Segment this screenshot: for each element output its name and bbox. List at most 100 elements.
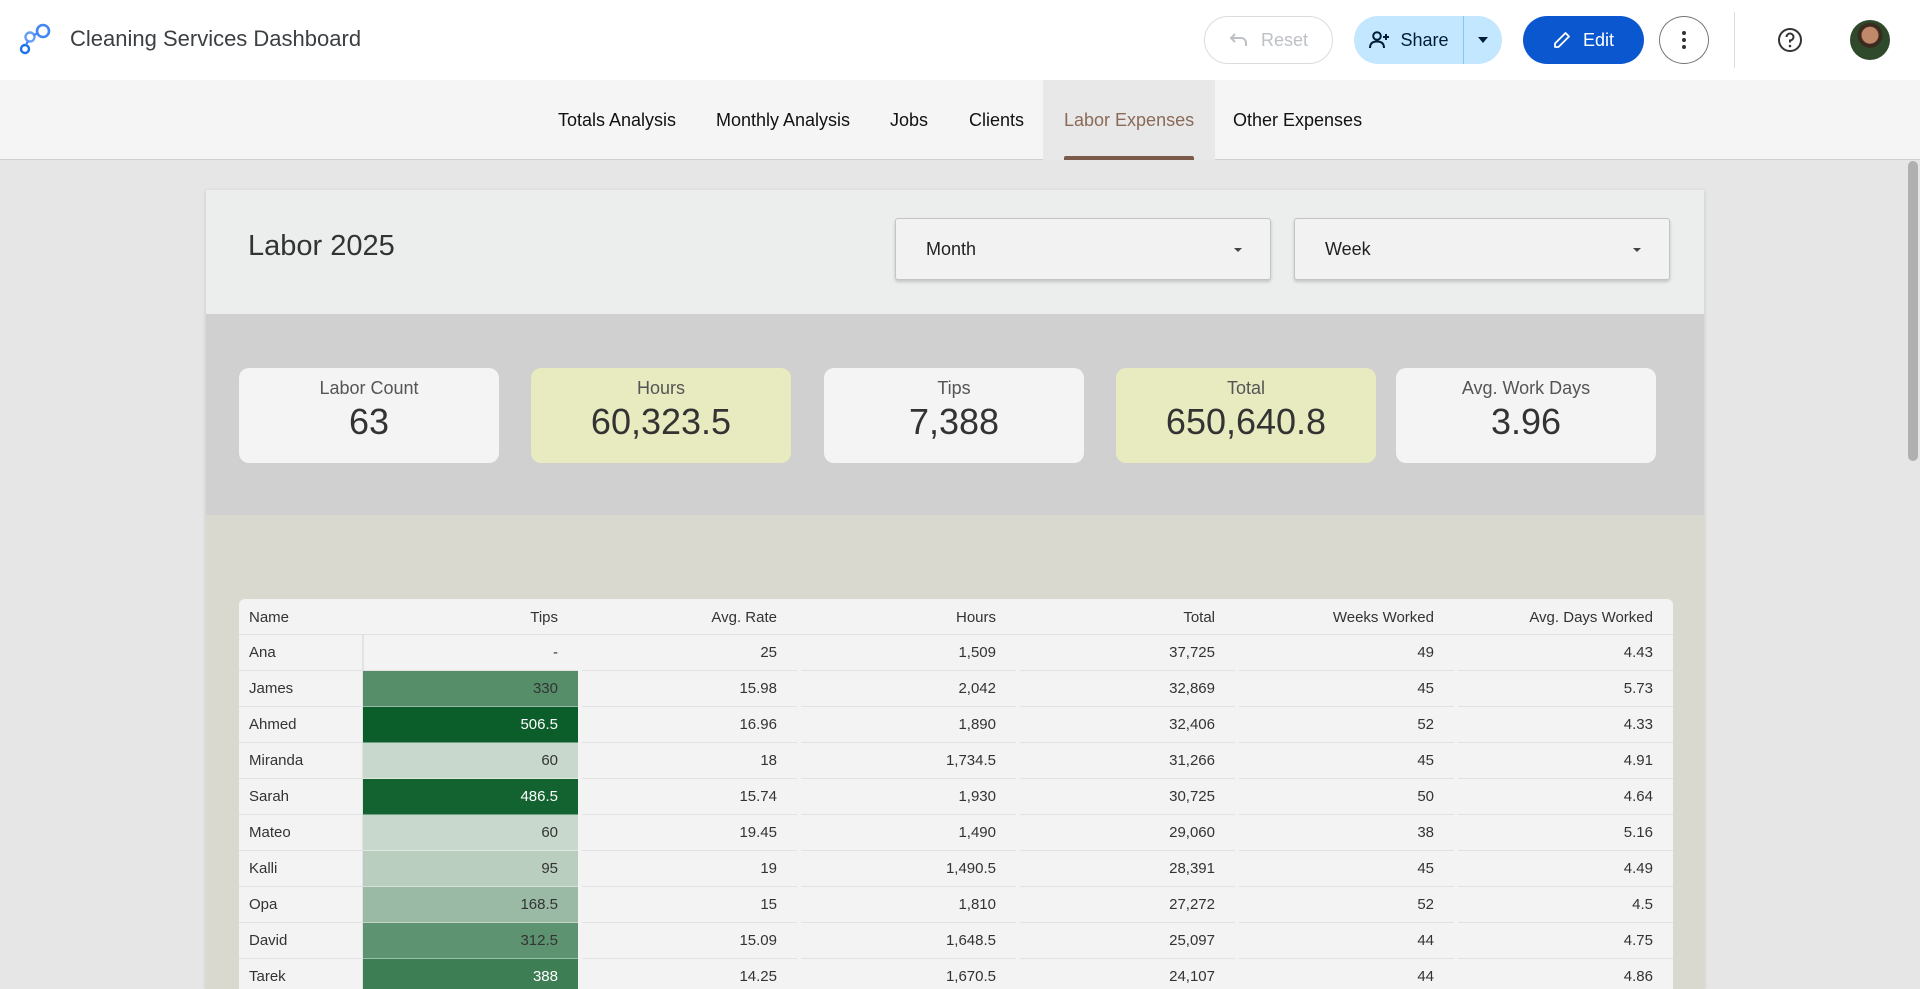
- cell-avg-rate: 15.74: [582, 779, 797, 815]
- table-row[interactable]: David 312.5 15.09 1,648.5 25,097 44 4.75: [239, 923, 1673, 959]
- labor-table-section: Name Tips Avg. Rate Hours Total Weeks Wo…: [206, 515, 1704, 989]
- cell-tips: 330: [363, 671, 578, 707]
- cell-avg-rate: 18: [582, 743, 797, 779]
- cell-hours: 1,490.5: [801, 851, 1016, 887]
- vertical-scrollbar[interactable]: [1908, 161, 1918, 461]
- table-header: Name Tips Avg. Rate Hours Total Weeks Wo…: [239, 599, 1673, 635]
- cell-total: 30,725: [1020, 779, 1235, 815]
- column-header-avg-days-worked[interactable]: Avg. Days Worked: [1458, 599, 1673, 635]
- table-row[interactable]: Miranda 60 18 1,734.5 31,266 45 4.91: [239, 743, 1673, 779]
- tab-labor-expenses[interactable]: Labor Expenses: [1043, 80, 1215, 160]
- column-header-avg-rate[interactable]: Avg. Rate: [582, 599, 797, 635]
- cell-avg-days-worked: 4.5: [1458, 887, 1673, 923]
- caret-down-icon: [1633, 248, 1641, 252]
- cell-avg-days-worked: 4.43: [1458, 635, 1673, 671]
- cell-tips: 388: [363, 959, 578, 989]
- add-person-icon: [1368, 31, 1390, 49]
- table-row[interactable]: Sarah 486.5 15.74 1,930 30,725 50 4.64: [239, 779, 1673, 815]
- table-row[interactable]: Ahmed 506.5 16.96 1,890 32,406 52 4.33: [239, 707, 1673, 743]
- scorecard-hours: Hours 60,323.5: [531, 368, 791, 463]
- table-row[interactable]: Opa 168.5 15 1,810 27,272 52 4.5: [239, 887, 1673, 923]
- cell-name: David: [239, 923, 363, 959]
- cell-tips: 506.5: [363, 707, 578, 743]
- scorecard-label: Avg. Work Days: [1396, 378, 1656, 399]
- share-dropdown-button[interactable]: [1464, 16, 1502, 64]
- cell-avg-days-worked: 4.49: [1458, 851, 1673, 887]
- table-row[interactable]: Mateo 60 19.45 1,490 29,060 38 5.16: [239, 815, 1673, 851]
- cell-tips: -: [363, 635, 578, 671]
- edit-button[interactable]: Edit: [1523, 16, 1644, 64]
- caret-down-icon: [1234, 248, 1242, 252]
- cell-name: Ana: [239, 635, 363, 671]
- cell-weeks-worked: 44: [1239, 923, 1454, 959]
- table-row[interactable]: Kalli 95 19 1,490.5 28,391 45 4.49: [239, 851, 1673, 887]
- cell-weeks-worked: 44: [1239, 959, 1454, 989]
- cell-name: Miranda: [239, 743, 363, 779]
- reset-button[interactable]: Reset: [1204, 16, 1333, 64]
- cell-total: 31,266: [1020, 743, 1235, 779]
- scorecard-label: Hours: [531, 378, 791, 399]
- tab-jobs[interactable]: Jobs: [869, 80, 949, 160]
- cell-name: Ahmed: [239, 707, 363, 743]
- cell-weeks-worked: 38: [1239, 815, 1454, 851]
- pencil-icon: [1553, 31, 1571, 49]
- cell-total: 27,272: [1020, 887, 1235, 923]
- cell-hours: 1,509: [801, 635, 1016, 671]
- month-filter-label: Month: [926, 239, 976, 260]
- reset-button-label: Reset: [1261, 30, 1308, 51]
- tab-other-expenses[interactable]: Other Expenses: [1212, 80, 1383, 160]
- cell-tips: 486.5: [363, 779, 578, 815]
- cell-name: Sarah: [239, 779, 363, 815]
- table-row[interactable]: Ana -25 1,509 37,725 49 4.43: [239, 635, 1673, 671]
- week-filter-label: Week: [1325, 239, 1371, 260]
- cell-avg-rate: 25: [582, 635, 797, 671]
- scorecard-label: Labor Count: [239, 378, 499, 399]
- cell-weeks-worked: 49: [1239, 635, 1454, 671]
- labor-table: Name Tips Avg. Rate Hours Total Weeks Wo…: [239, 599, 1673, 989]
- scorecard-labor-count: Labor Count 63: [239, 368, 499, 463]
- edit-button-label: Edit: [1583, 30, 1614, 51]
- avatar[interactable]: [1850, 20, 1890, 60]
- page-title: Labor 2025: [248, 230, 395, 263]
- column-header-hours[interactable]: Hours: [801, 599, 1016, 635]
- cell-total: 25,097: [1020, 923, 1235, 959]
- scorecard-value: 650,640.8: [1116, 401, 1376, 443]
- cell-tips: 95: [363, 851, 578, 887]
- scorecard-label: Tips: [824, 378, 1084, 399]
- cell-weeks-worked: 52: [1239, 707, 1454, 743]
- month-filter-dropdown[interactable]: Month: [895, 218, 1271, 280]
- cell-name: Opa: [239, 887, 363, 923]
- more-options-button[interactable]: [1659, 16, 1709, 64]
- tab-clients[interactable]: Clients: [948, 80, 1045, 160]
- scorecard-tips: Tips 7,388: [824, 368, 1084, 463]
- app-title: Cleaning Services Dashboard: [70, 26, 361, 52]
- cell-hours: 1,890: [801, 707, 1016, 743]
- column-header-name[interactable]: Name: [239, 599, 363, 635]
- share-button[interactable]: Share: [1354, 16, 1464, 64]
- cell-avg-days-worked: 4.75: [1458, 923, 1673, 959]
- cell-tips: 60: [363, 815, 578, 851]
- column-header-tips[interactable]: Tips: [363, 599, 578, 635]
- page-tabs: Totals Analysis Monthly Analysis Jobs Cl…: [0, 80, 1920, 160]
- table-row[interactable]: James 330 15.98 2,042 32,869 45 5.73: [239, 671, 1673, 707]
- cell-avg-rate: 19: [582, 851, 797, 887]
- report-page: Labor 2025 Month Week Labor Count 63 Hou…: [206, 190, 1704, 989]
- help-button[interactable]: [1770, 20, 1810, 60]
- cell-total: 29,060: [1020, 815, 1235, 851]
- week-filter-dropdown[interactable]: Week: [1294, 218, 1670, 280]
- cell-weeks-worked: 45: [1239, 671, 1454, 707]
- cell-avg-rate: 19.45: [582, 815, 797, 851]
- help-icon: [1777, 27, 1803, 53]
- cell-avg-rate: 15.98: [582, 671, 797, 707]
- table-row[interactable]: Tarek 388 14.25 1,670.5 24,107 44 4.86: [239, 959, 1673, 989]
- tab-monthly-analysis[interactable]: Monthly Analysis: [695, 80, 871, 160]
- looker-studio-logo-icon: [18, 22, 52, 56]
- cell-avg-days-worked: 4.86: [1458, 959, 1673, 989]
- column-header-total[interactable]: Total: [1020, 599, 1235, 635]
- cell-hours: 1,490: [801, 815, 1016, 851]
- column-header-weeks-worked[interactable]: Weeks Worked: [1239, 599, 1454, 635]
- cell-tips: 168.5: [363, 887, 578, 923]
- cell-weeks-worked: 50: [1239, 779, 1454, 815]
- tab-totals-analysis[interactable]: Totals Analysis: [537, 80, 697, 160]
- cell-hours: 1,648.5: [801, 923, 1016, 959]
